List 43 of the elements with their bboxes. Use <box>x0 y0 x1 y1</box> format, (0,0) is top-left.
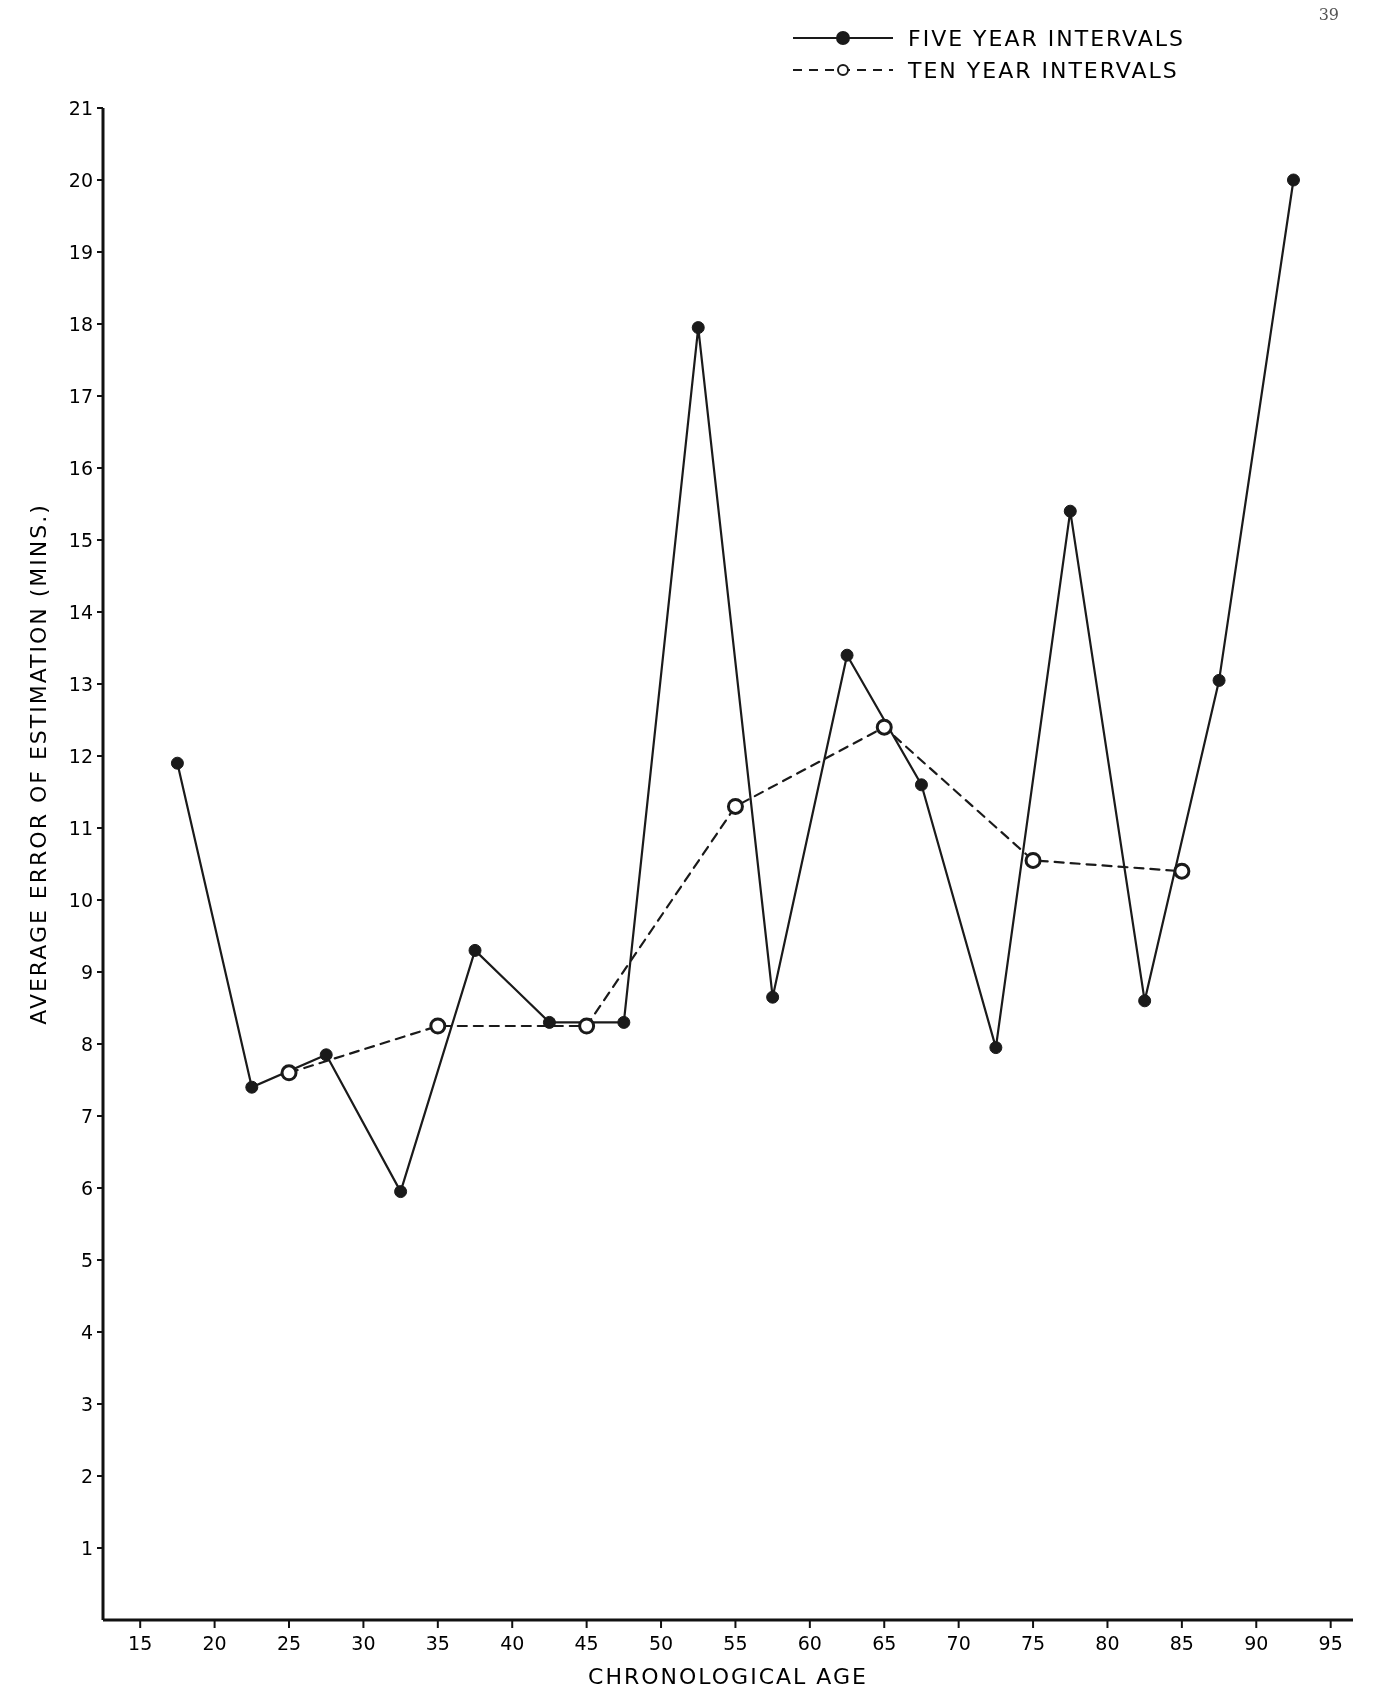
x-tick-label: 30 <box>351 1632 376 1654</box>
y-tick-label: 20 <box>68 168 93 191</box>
y-tick-label: 2 <box>80 1464 93 1487</box>
x-tick-label: 90 <box>1244 1632 1269 1654</box>
x-tick-label: 40 <box>500 1632 525 1654</box>
x-tick-label: 80 <box>1095 1632 1120 1654</box>
y-tick-label: 13 <box>68 672 93 695</box>
x-tick-label: 45 <box>574 1632 599 1654</box>
y-axis-title: AVERAGE ERROR OF ESTIMATION (MINS.) <box>26 503 51 1025</box>
y-tick-label: 7 <box>80 1104 93 1127</box>
y-tick-label: 6 <box>80 1176 93 1199</box>
y-tick-label: 18 <box>68 312 93 335</box>
y-tick-label: 1 <box>80 1536 93 1559</box>
y-tick-label: 17 <box>68 384 93 407</box>
x-tick-label: 70 <box>946 1632 971 1654</box>
y-tick-label: 8 <box>80 1032 93 1055</box>
y-tick-label: 11 <box>68 816 93 839</box>
y-tick-label: 14 <box>68 600 93 623</box>
x-tick-label: 55 <box>723 1632 748 1654</box>
legend-label: FIVE YEAR INTERVALS <box>908 25 1186 51</box>
y-tick-label: 12 <box>68 744 93 767</box>
legend-label: TEN YEAR INTERVALS <box>907 57 1179 83</box>
x-tick-label: 25 <box>276 1632 302 1654</box>
x-tick-label: 20 <box>202 1632 227 1654</box>
y-tick-label: 21 <box>68 96 93 119</box>
x-tick-label: 85 <box>1169 1632 1194 1654</box>
y-tick-label: 9 <box>80 960 93 983</box>
y-tick-label: 15 <box>68 528 93 551</box>
x-tick-label: 65 <box>872 1632 897 1654</box>
y-tick-label: 3 <box>80 1392 93 1415</box>
x-axis-title: CHRONOLOGICAL AGE <box>588 1664 868 1689</box>
y-tick-label: 4 <box>80 1320 93 1343</box>
y-tick-label: 19 <box>68 240 93 263</box>
x-tick-label: 60 <box>797 1632 822 1654</box>
x-tick-label: 95 <box>1318 1632 1343 1654</box>
y-tick-label: 16 <box>68 456 93 479</box>
x-tick-label: 50 <box>648 1632 674 1654</box>
y-tick-label: 5 <box>80 1248 93 1271</box>
x-tick-label: 75 <box>1020 1632 1046 1654</box>
y-tick-label: 10 <box>68 888 93 911</box>
x-tick-label: 35 <box>425 1632 450 1654</box>
x-tick-label: 15 <box>128 1632 153 1654</box>
text: 39 <box>1318 5 1339 24</box>
